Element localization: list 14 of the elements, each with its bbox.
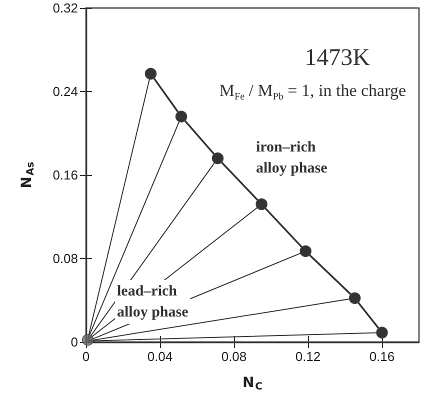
y-axis-title: NAs <box>19 162 36 188</box>
annotation: lead–rich alloy phase <box>117 284 189 320</box>
annotation: iron–rich alloy phase <box>256 140 328 176</box>
x-tick-label: 0.12 <box>295 349 321 364</box>
y-tick-label: 0.24 <box>52 84 78 99</box>
y-tick-label: 0.32 <box>52 0 78 16</box>
x-tick-label: 0.04 <box>147 349 173 364</box>
y-tick-label: 0.08 <box>52 251 78 266</box>
annotation: 1473K <box>304 45 371 71</box>
x-tick-label: 0 <box>82 349 90 364</box>
x-tick-label: 0.08 <box>221 349 247 364</box>
x-tick-label: 0.16 <box>369 349 395 364</box>
y-tick-label: 0 <box>70 334 78 350</box>
y-tick-label: 0.16 <box>52 168 78 182</box>
